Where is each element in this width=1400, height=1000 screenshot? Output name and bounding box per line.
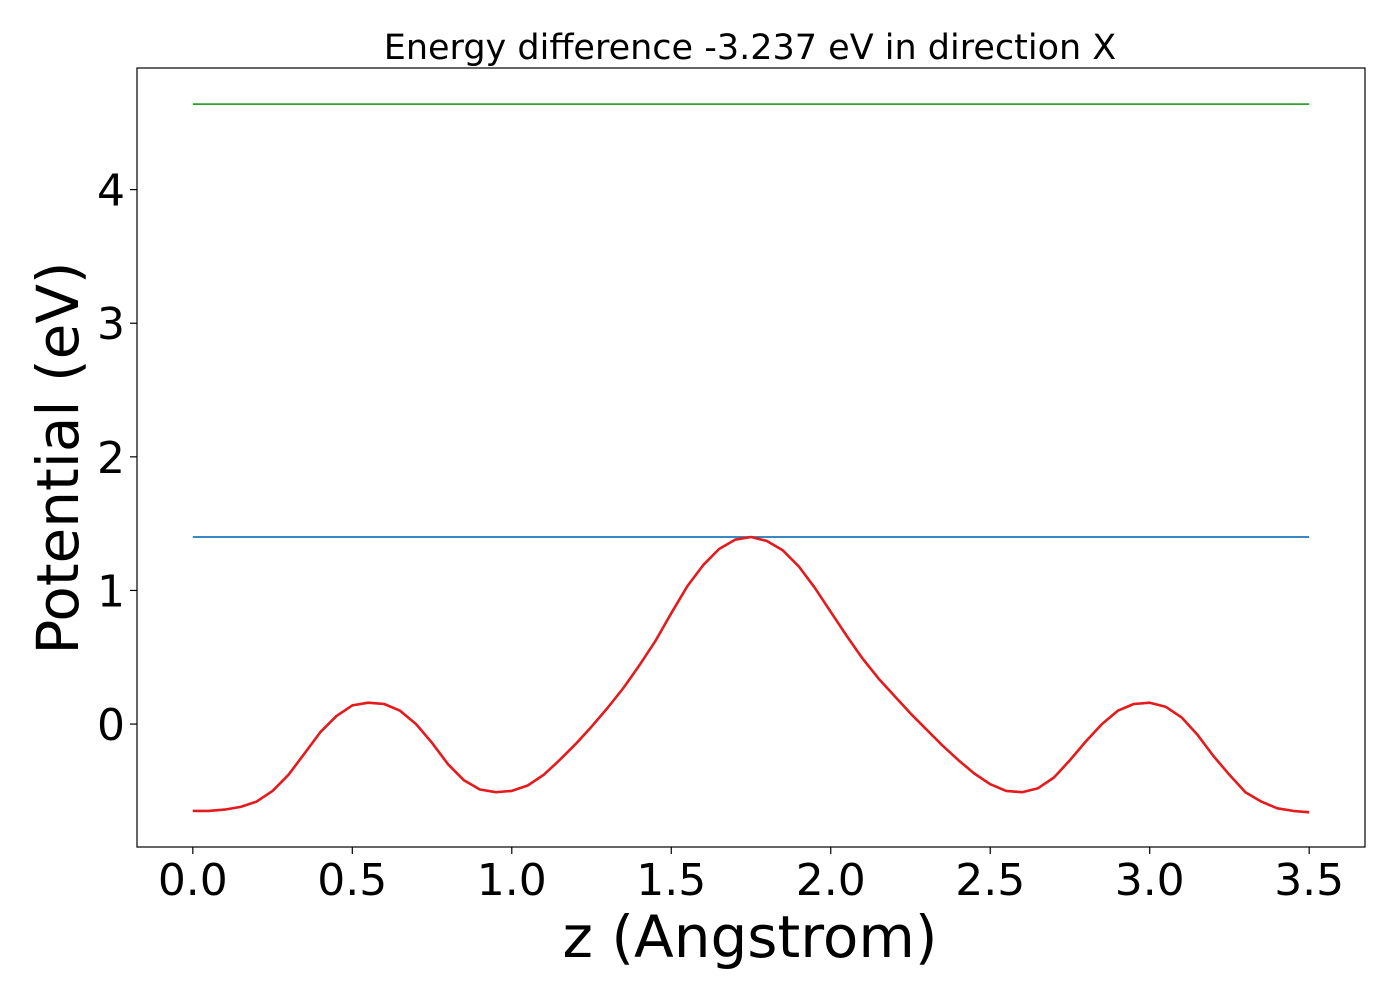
- x-axis-label: z (Angstrom): [563, 903, 938, 971]
- y-tick-label: 0: [97, 700, 125, 751]
- x-tick-label: 3.5: [1274, 855, 1344, 906]
- x-tick-label: 2.0: [796, 855, 866, 906]
- x-tick-label: 2.5: [955, 855, 1025, 906]
- y-tick-label: 4: [97, 166, 125, 217]
- chart-title: Energy difference -3.237 eV in direction…: [384, 28, 1117, 68]
- y-tick-label: 2: [97, 433, 125, 484]
- x-tick-label: 3.0: [1115, 855, 1185, 906]
- x-tick-label: 1.0: [477, 855, 547, 906]
- x-tick-label: 0.5: [317, 855, 387, 906]
- y-axis-label: Potential (eV): [24, 261, 92, 654]
- y-axis: 0 1 2 3 4: [97, 166, 137, 751]
- plot-frame: [136, 67, 1366, 848]
- x-axis: 0.0 0.5 1.0 1.5 2.0 2.5 3.0 3.5: [158, 847, 1344, 906]
- series-line-2: [192, 535, 1310, 814]
- plot-area: [192, 103, 1310, 814]
- y-tick-label: 1: [97, 566, 125, 617]
- x-tick-label: 1.5: [636, 855, 706, 906]
- y-tick-label: 3: [97, 299, 125, 350]
- x-tick-label: 0.0: [158, 855, 228, 906]
